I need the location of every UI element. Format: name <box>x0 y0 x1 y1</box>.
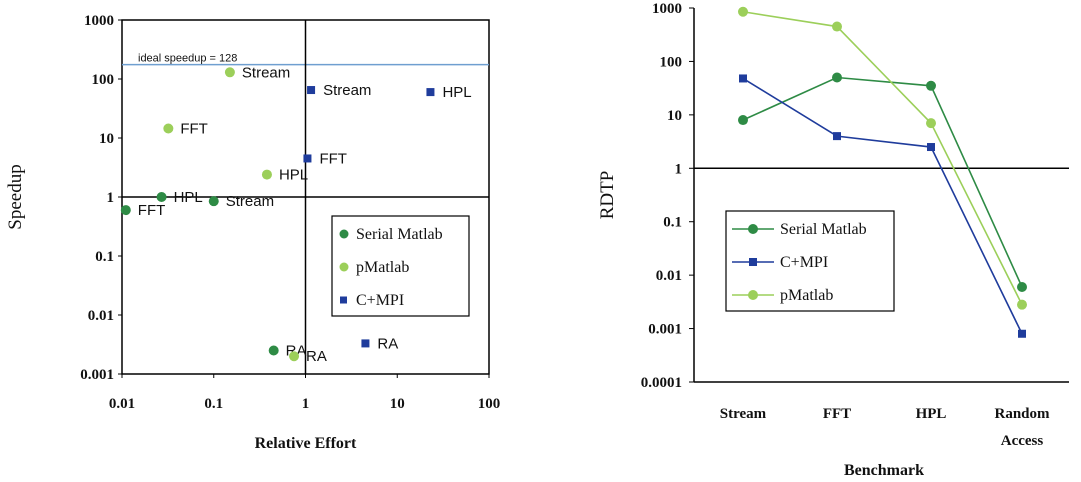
point-pmatlab-fft <box>832 21 842 32</box>
x-tick-label: 10 <box>390 396 405 412</box>
rdtp-by-benchmark-chart: 0.0001 0.001 0.01 0.1 1 10 100 1000 Stream FFT HPL… <box>597 1 1069 479</box>
point-serial-matlab-random-access <box>1017 281 1027 292</box>
point-pmatlab-hpl <box>926 118 936 129</box>
point-pmatlab-fft <box>163 123 174 134</box>
point-c-mpi-hpl <box>927 143 935 152</box>
y-tick-label: 1000 <box>652 1 682 17</box>
point-serial-matlab-ra <box>268 345 279 356</box>
x-category-label-random-access: Random <box>994 406 1050 422</box>
y-tick-label: 0.001 <box>80 367 114 383</box>
legend-marker-c-mpi <box>340 296 347 304</box>
series-line-serial-matlab <box>742 76 1023 288</box>
legend-label-c-mpi: C+MPI <box>356 292 404 309</box>
point-label-serial-matlab-stream: Stream <box>226 193 274 210</box>
legend-box <box>331 215 470 317</box>
point-pmatlab-hpl <box>261 169 272 180</box>
x-axis-label: Benchmark <box>844 462 924 479</box>
point-label-pmatlab-fft: FFT <box>180 120 208 137</box>
y-tick-label: 100 <box>660 54 683 70</box>
point-c-mpi-stream <box>739 74 747 83</box>
point-serial-matlab-hpl <box>926 80 936 91</box>
point-c-mpi-fft <box>833 132 841 141</box>
y-tick-label: 10 <box>667 108 682 124</box>
legend-label-pmatlab: pMatlab <box>356 259 409 276</box>
legend: Serial Matlab pMatlab C+MPI <box>331 215 470 317</box>
x-tick-label: 1 <box>302 396 310 412</box>
legend-marker-pmatlab <box>339 262 349 272</box>
series-line-c-mpi <box>742 77 1023 335</box>
legend-marker-serial-matlab <box>339 229 349 239</box>
point-label-pmatlab-ra: RA <box>306 348 327 365</box>
legend-label-serial-matlab: Serial Matlab <box>780 221 867 238</box>
legend-marker-c-mpi <box>749 258 757 266</box>
y-axis-label: Speedup <box>5 164 26 229</box>
point-label-c-mpi-stream: Stream <box>323 82 371 99</box>
x-axis-label: Relative Effort <box>255 435 357 452</box>
point-pmatlab-stream <box>738 6 748 17</box>
y-tick-label: 0.01 <box>656 268 682 284</box>
x-category-label-hpl: HPL <box>916 406 947 422</box>
point-c-mpi-stream <box>307 86 316 95</box>
point-label-c-mpi-hpl: HPL <box>442 84 471 101</box>
point-label-pmatlab-stream: Stream <box>242 64 290 81</box>
y-tick-label: 10 <box>99 131 114 147</box>
y-tick-label: 0.1 <box>95 249 114 265</box>
point-label-c-mpi-fft: FFT <box>319 150 347 167</box>
speedup-vs-effort-chart: ideal speedup = 1280.0010.010.1110100100… <box>5 13 500 452</box>
point-serial-matlab-fft <box>832 72 842 83</box>
point-label-pmatlab-hpl: HPL <box>279 167 308 184</box>
legend-marker-serial-matlab <box>748 224 758 234</box>
x-tick-label: 0.1 <box>204 396 223 412</box>
x-tick-label: 0.01 <box>109 396 135 412</box>
legend-label-serial-matlab: Serial Matlab <box>356 226 443 243</box>
point-pmatlab-stream <box>224 67 235 78</box>
x-category-label-stream: Stream <box>720 406 767 422</box>
y-tick-label: 1 <box>107 190 115 206</box>
point-label-c-mpi-ra: RA <box>377 335 398 352</box>
point-c-mpi-random-access <box>1018 329 1026 338</box>
y-tick-label: 1000 <box>84 13 114 29</box>
legend-label-pmatlab: pMatlab <box>780 287 833 304</box>
point-serial-matlab-stream <box>208 196 219 207</box>
y-tick-label: 1 <box>675 161 683 177</box>
point-serial-matlab-fft <box>120 205 131 216</box>
legend-marker-pmatlab <box>748 290 758 300</box>
point-serial-matlab-stream <box>738 115 748 126</box>
point-pmatlab-random-access <box>1017 299 1027 310</box>
x-category-label-random-access: Access <box>1001 433 1044 449</box>
y-tick-label: 0.1 <box>663 215 682 231</box>
point-c-mpi-hpl <box>426 88 435 97</box>
y-tick-label: 100 <box>92 72 115 88</box>
point-c-mpi-ra <box>361 339 370 348</box>
y-tick-label: 0.001 <box>648 322 682 338</box>
x-category-label-fft: FFT <box>823 406 851 422</box>
x-tick-label: 100 <box>478 396 501 412</box>
point-pmatlab-ra <box>289 351 300 362</box>
legend-label-c-mpi: C+MPI <box>780 254 828 271</box>
legend: Serial Matlab C+MPI pMatlab <box>725 210 895 312</box>
point-serial-matlab-hpl <box>156 192 167 202</box>
y-tick-label: 0.0001 <box>641 375 682 391</box>
point-label-serial-matlab-hpl: HPL <box>174 189 203 206</box>
y-tick-label: 0.01 <box>88 308 114 324</box>
point-c-mpi-fft <box>303 154 312 163</box>
series-line-pmatlab <box>742 10 1023 306</box>
point-label-serial-matlab-fft: FFT <box>138 202 166 219</box>
y-axis-label: RDTP <box>597 171 618 220</box>
ideal-speedup-label: ideal speedup = 128 <box>138 53 237 65</box>
